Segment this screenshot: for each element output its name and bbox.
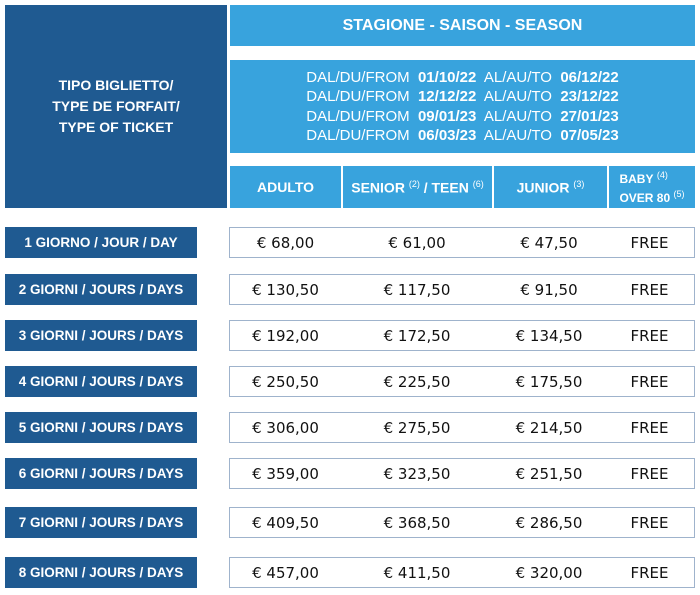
price-cell: € 368,50 bbox=[341, 507, 494, 538]
price-cell: € 250,50 bbox=[229, 366, 342, 397]
to-date: 27/01/23 bbox=[560, 107, 619, 125]
season-periods: DAL/DU/FROM 01/10/22 AL/AU/TO 06/12/22 DA… bbox=[230, 60, 695, 153]
ticket-type-line: TIPO BIGLIETTO/ bbox=[58, 77, 174, 93]
price-cell: € 251,50 bbox=[493, 458, 606, 489]
to-label: AL/AU/TO bbox=[483, 88, 552, 105]
row-label: 3 GIORNI / JOURS / DAYS bbox=[5, 320, 197, 351]
ticket-type-line: TYPE OF TICKET bbox=[58, 119, 174, 135]
period-line: DAL/DU/FROM 01/10/22 AL/AU/TO 06/12/22 bbox=[306, 68, 618, 88]
to-date: 06/12/22 bbox=[560, 68, 619, 86]
ticket-type-header: TIPO BIGLIETTO/ TYPE DE FORFAIT/ TYPE OF… bbox=[5, 5, 227, 208]
price-cell: € 320,00 bbox=[493, 557, 606, 588]
price-cell: € 134,50 bbox=[493, 320, 606, 351]
column-header-junior: JUNIOR (3) bbox=[494, 166, 607, 208]
from-label: DAL/DU/FROM bbox=[306, 107, 410, 125]
from-date: 01/10/22 bbox=[417, 68, 477, 86]
price-cell: € 117,50 bbox=[341, 274, 494, 305]
price-cell: € 411,50 bbox=[341, 557, 494, 588]
from-label: DAL/DU/FROM bbox=[306, 68, 410, 86]
footnote-ref: (4) bbox=[656, 170, 668, 180]
row-label: 2 GIORNI / JOURS / DAYS bbox=[5, 274, 197, 305]
price-cell: FREE bbox=[605, 366, 695, 397]
price-cell: € 359,00 bbox=[229, 458, 342, 489]
footnote-ref: (6) bbox=[472, 178, 484, 189]
period-line: DAL/DU/FROM 09/01/23 AL/AU/TO 27/01/23 bbox=[306, 107, 618, 127]
to-label: AL/AU/TO bbox=[483, 107, 552, 125]
price-cell: € 47,50 bbox=[493, 227, 606, 258]
from-label: DAL/DU/FROM bbox=[306, 127, 410, 144]
to-date: 23/12/22 bbox=[560, 88, 619, 105]
price-cell: € 172,50 bbox=[341, 320, 494, 351]
from-date: 12/12/22 bbox=[417, 88, 477, 105]
price-cell: € 130,50 bbox=[229, 274, 342, 305]
row-label: 7 GIORNI / JOURS / DAYS bbox=[5, 507, 197, 538]
row-label: 8 GIORNI / JOURS / DAYS bbox=[5, 557, 197, 588]
column-header-baby-over80: BABY (4) OVER 80 (5) bbox=[609, 166, 695, 208]
period-line: DAL/DU/FROM 06/03/23 AL/AU/TO 07/05/23 bbox=[306, 126, 618, 146]
from-date: 06/03/23 bbox=[417, 127, 477, 144]
price-cell: € 91,50 bbox=[493, 274, 606, 305]
price-cell: FREE bbox=[605, 274, 695, 305]
column-label: JUNIOR bbox=[516, 179, 570, 196]
to-label: AL/AU/TO bbox=[483, 68, 552, 86]
row-label: 1 GIORNO / JOUR / DAY bbox=[5, 227, 197, 258]
column-header-senior-teen: SENIOR (2) / TEEN (6) bbox=[343, 166, 492, 208]
price-cell: € 214,50 bbox=[493, 412, 606, 443]
price-cell: € 457,00 bbox=[229, 557, 342, 588]
price-cell: FREE bbox=[605, 507, 695, 538]
column-label: SENIOR bbox=[351, 179, 405, 196]
price-cell: € 275,50 bbox=[341, 412, 494, 443]
price-cell: € 61,00 bbox=[341, 227, 494, 258]
footnote-ref: (3) bbox=[573, 178, 585, 189]
price-cell: € 68,00 bbox=[229, 227, 342, 258]
ticket-type-line: TYPE DE FORFAIT/ bbox=[52, 98, 180, 114]
to-date: 07/05/23 bbox=[560, 127, 619, 144]
price-cell: € 409,50 bbox=[229, 507, 342, 538]
price-cell: € 175,50 bbox=[493, 366, 606, 397]
to-label: AL/AU/TO bbox=[483, 127, 552, 144]
from-label: DAL/DU/FROM bbox=[306, 88, 410, 105]
column-label: / TEEN bbox=[419, 179, 469, 196]
column-label: OVER 80 bbox=[619, 191, 671, 205]
price-cell: FREE bbox=[605, 557, 695, 588]
column-label: BABY bbox=[619, 172, 654, 186]
price-cell: FREE bbox=[605, 227, 695, 258]
row-label: 4 GIORNI / JOURS / DAYS bbox=[5, 366, 197, 397]
footnote-ref: (5) bbox=[673, 189, 685, 199]
price-cell: € 225,50 bbox=[341, 366, 494, 397]
price-cell: € 192,00 bbox=[229, 320, 342, 351]
price-cell: € 286,50 bbox=[493, 507, 606, 538]
from-date: 09/01/23 bbox=[417, 107, 477, 125]
price-cell: € 323,50 bbox=[341, 458, 494, 489]
footnote-ref: (2) bbox=[408, 178, 420, 189]
row-label: 5 GIORNI / JOURS / DAYS bbox=[5, 412, 197, 443]
price-cell: € 306,00 bbox=[229, 412, 342, 443]
season-header: STAGIONE - SAISON - SEASON bbox=[230, 5, 695, 46]
price-cell: FREE bbox=[605, 458, 695, 489]
price-cell: FREE bbox=[605, 320, 695, 351]
column-header-adulto: ADULTO bbox=[230, 166, 341, 208]
column-label: ADULTO bbox=[256, 179, 315, 195]
row-label: 6 GIORNI / JOURS / DAYS bbox=[5, 458, 197, 489]
price-cell: FREE bbox=[605, 412, 695, 443]
period-line: DAL/DU/FROM 12/12/22 AL/AU/TO 23/12/22 bbox=[306, 87, 618, 107]
